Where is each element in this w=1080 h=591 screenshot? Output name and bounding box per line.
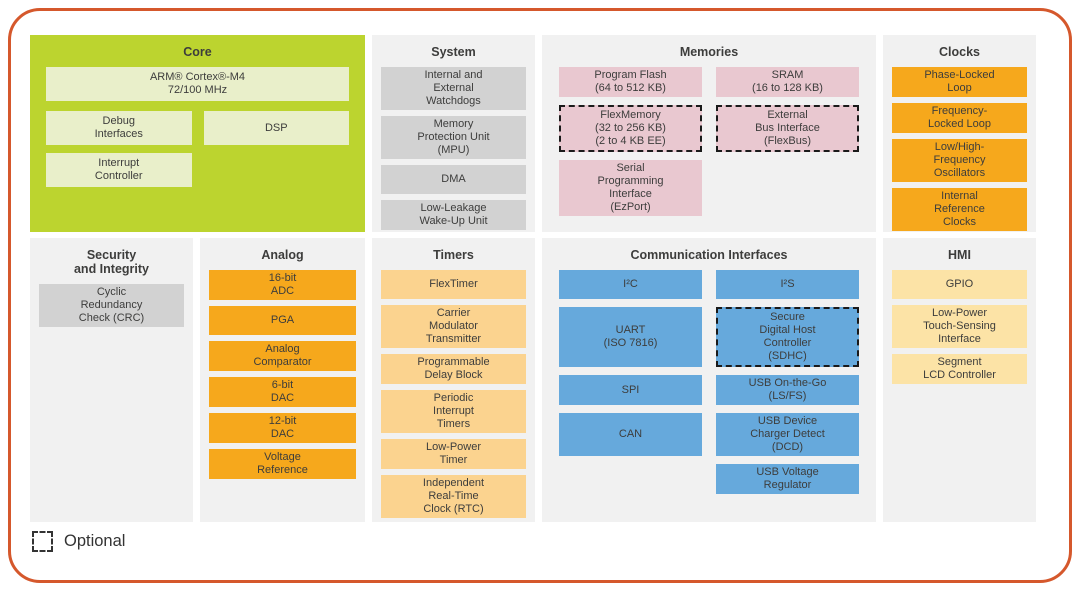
optional-legend: Optional: [32, 531, 125, 552]
core-blocks: ARM® Cortex®-M4 72/100 MHz Debug Interfa…: [30, 67, 365, 187]
security-title: Security and Integrity: [73, 248, 149, 276]
grid-spacer: [559, 464, 702, 494]
core-title: Core: [183, 45, 212, 59]
memory-protection-unit-mpu-block: Memory Protection Unit (MPU): [381, 116, 526, 159]
panel-analog: Analog 16-bit ADC PGA Analog Comparator 6-b…: [200, 238, 365, 522]
secure-digital-host-controller-sdhc-block: Secure Digital Host Controller (SDHC): [716, 307, 859, 367]
low-power-touch-sensing-interface-block: Low-Power Touch-Sensing Interface: [892, 305, 1027, 348]
low-power-timer-block: Low-Power Timer: [381, 439, 526, 469]
core-grid: Debug Interfaces DSP Interrupt Controlle…: [46, 111, 349, 187]
can-block: CAN: [559, 413, 702, 456]
dsp-block: DSP: [203, 111, 349, 145]
phase-locked-loop-block: Phase-Locked Loop: [892, 67, 1027, 97]
i2c-block: I²C: [559, 270, 702, 299]
external-bus-interface-flexbus-block: External Bus Interface (FlexBus): [716, 105, 859, 152]
system-title: System: [431, 45, 476, 59]
programmable-delay-block-block: Programmable Delay Block: [381, 354, 526, 384]
diagram-content: Core ARM® Cortex®-M4 72/100 MHz Debug In…: [30, 35, 1036, 522]
grid-spacer: [716, 160, 859, 216]
debug-interfaces-block: Debug Interfaces: [46, 111, 192, 145]
frequency-locked-loop-block: Frequency- Locked Loop: [892, 103, 1027, 133]
arm-cortex-m4-block: ARM® Cortex®-M4 72/100 MHz: [46, 67, 349, 101]
low-high-frequency-oscillators-block: Low/High- Frequency Oscillators: [892, 139, 1027, 182]
usb-voltage-regulator-block: USB Voltage Regulator: [716, 464, 859, 494]
timers-title: Timers: [433, 248, 474, 262]
voltage-reference-block: Voltage Reference: [209, 449, 356, 479]
optional-label: Optional: [64, 532, 126, 550]
sram-16-to-128-kb-block: SRAM (16 to 128 KB): [716, 67, 859, 97]
analog-comparator-block: Analog Comparator: [209, 341, 356, 371]
panel-timers: Timers FlexTimer Carrier Modulator Transm…: [372, 238, 535, 522]
optional-dashed-box-icon: [32, 531, 53, 552]
analog-title: Analog: [261, 248, 304, 262]
gpio-block: GPIO: [892, 270, 1027, 299]
i2s-block: I²S: [716, 270, 859, 299]
diagram-row-top: Core ARM® Cortex®-M4 72/100 MHz Debug In…: [30, 35, 1036, 232]
timers-blocks: FlexTimer Carrier Modulator Transmitter Pr…: [372, 270, 535, 518]
interrupt-controller-block: Interrupt Controller: [46, 153, 192, 187]
panel-memories: Memories Program Flash (64 to 512 KB) SRA…: [542, 35, 876, 232]
panel-security: Security and Integrity Cyclic Redundancy…: [30, 238, 193, 522]
12-bit-dac-block: 12-bit DAC: [209, 413, 356, 443]
pga-block: PGA: [209, 306, 356, 335]
clocks-title: Clocks: [939, 45, 980, 59]
cyclic-redundancy-check-crc-block: Cyclic Redundancy Check (CRC): [39, 284, 184, 327]
analog-blocks: 16-bit ADC PGA Analog Comparator 6-bit DAC 1…: [200, 270, 365, 479]
segment-lcd-controller-block: Segment LCD Controller: [892, 354, 1027, 384]
6-bit-dac-block: 6-bit DAC: [209, 377, 356, 407]
spi-block: SPI: [559, 375, 702, 405]
hmi-blocks: GPIO Low-Power Touch-Sensing Interface Seg…: [883, 270, 1036, 384]
panel-clocks: Clocks Phase-Locked Loop Frequency- Locke…: [883, 35, 1036, 232]
internal-and-external-watchdogs-block: Internal and External Watchdogs: [381, 67, 526, 110]
hmi-title: HMI: [948, 248, 971, 262]
uart-iso-7816-block: UART (ISO 7816): [559, 307, 702, 367]
security-blocks: Cyclic Redundancy Check (CRC): [30, 284, 193, 327]
memories-title: Memories: [679, 45, 739, 59]
16-bit-adc-block: 16-bit ADC: [209, 270, 356, 300]
internal-reference-clocks-block: Internal Reference Clocks: [892, 188, 1027, 231]
memories-blocks: Program Flash (64 to 512 KB) SRAM (16 to …: [542, 67, 876, 216]
diagram-row-bottom: Security and Integrity Cyclic Redundancy…: [30, 238, 1036, 522]
panel-system: System Internal and External Watchdogs Me…: [372, 35, 535, 232]
system-blocks: Internal and External Watchdogs Memory Pr…: [372, 67, 535, 230]
usb-device-charger-detect-dcd-block: USB Device Charger Detect (DCD): [716, 413, 859, 456]
communication-interfaces-title: Communication Interfaces: [630, 248, 788, 262]
panel-core: Core ARM® Cortex®-M4 72/100 MHz Debug In…: [30, 35, 365, 232]
panel-communication-interfaces: Communication Interfaces I²C I²S UART (ISO…: [542, 238, 876, 522]
panel-hmi: HMI GPIO Low-Power Touch-Sensing Interfac…: [883, 238, 1036, 522]
communication-blocks: I²C I²S UART (ISO 7816) Secure Digital Host…: [542, 270, 876, 494]
program-flash-64-to-512-kb-block: Program Flash (64 to 512 KB): [559, 67, 702, 97]
periodic-interrupt-timers-block: Periodic Interrupt Timers: [381, 390, 526, 433]
independent-real-time-clock-rtc-block: Independent Real-Time Clock (RTC): [381, 475, 526, 518]
serial-programming-interface-ezport-block: Serial Programming Interface (EzPort): [559, 160, 702, 216]
dma-block: DMA: [381, 165, 526, 194]
usb-on-the-go-ls-fs-block: USB On-the-Go (LS/FS): [716, 375, 859, 405]
flexmemory-32-to-256-kb-2-to-4-kb-ee-block: FlexMemory (32 to 256 KB) (2 to 4 KB EE): [559, 105, 702, 152]
clocks-blocks: Phase-Locked Loop Frequency- Locked Loop L…: [883, 67, 1036, 231]
flextimer-block: FlexTimer: [381, 270, 526, 299]
carrier-modulator-transmitter-block: Carrier Modulator Transmitter: [381, 305, 526, 348]
low-leakage-wake-up-unit-block: Low-Leakage Wake-Up Unit: [381, 200, 526, 230]
